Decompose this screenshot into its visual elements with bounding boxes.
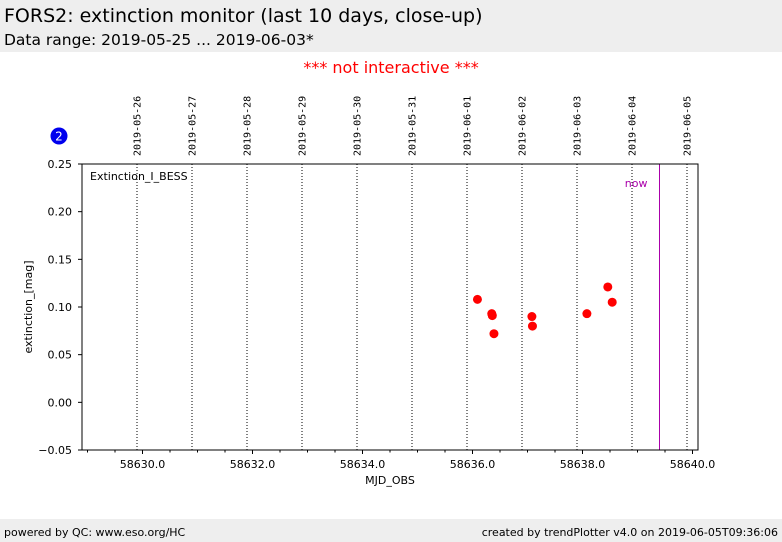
date-label: 2019-05-30 xyxy=(353,96,364,156)
date-label: 2019-05-27 xyxy=(188,96,199,156)
date-label: 2019-05-26 xyxy=(133,96,144,156)
y-axis-label: extinction_[mag] xyxy=(22,260,35,353)
y-tick-label: 0.10 xyxy=(48,301,73,314)
data-point xyxy=(582,309,592,319)
x-axis-label: MJD_OBS xyxy=(365,474,415,487)
data-range-subtitle: Data range: 2019-05-25 ... 2019-06-03* xyxy=(4,31,314,49)
plot-frame xyxy=(81,163,699,451)
date-label: 2019-06-05 xyxy=(683,96,694,156)
x-tick-label: 58630.0 xyxy=(120,458,166,471)
page-title: FORS2: extinction monitor (last 10 days,… xyxy=(4,5,483,27)
y-tick-label: 0.25 xyxy=(48,158,73,171)
data-point xyxy=(527,321,537,331)
y-tick-label: 0.20 xyxy=(48,206,73,219)
now-label: now xyxy=(625,177,648,190)
x-tick-label: 58632.0 xyxy=(230,458,276,471)
not-interactive-notice: *** not interactive *** xyxy=(303,58,479,77)
date-label: 2019-05-28 xyxy=(243,96,254,156)
date-label: 2019-06-01 xyxy=(463,96,474,156)
info-badge-number: 2 xyxy=(55,130,63,144)
y-tick-label: −0.05 xyxy=(38,444,72,457)
footer-credit: powered by QC: www.eso.org/HC xyxy=(4,526,186,539)
date-lines-layer xyxy=(136,164,688,450)
data-point xyxy=(527,312,537,322)
y-tick-label: 0.05 xyxy=(48,349,73,362)
data-point xyxy=(487,309,497,319)
date-label: 2019-06-04 xyxy=(628,96,639,156)
x-tick-label: 58640.0 xyxy=(670,458,716,471)
panel-label: Extinction_I_BESS xyxy=(90,170,188,183)
x-tick-label: 58638.0 xyxy=(560,458,606,471)
y-axis: −0.05 0.00 0.05 0.10 0.15 0.20 0.25 xyxy=(38,158,82,457)
data-point xyxy=(487,311,497,321)
data-point xyxy=(472,294,482,304)
footer-created-by: created by trendPlotter v4.0 on 2019-06-… xyxy=(481,526,778,539)
date-label: 2019-05-29 xyxy=(298,96,309,156)
date-label: 2019-06-03 xyxy=(573,96,584,156)
info-badge: 2 xyxy=(50,127,68,145)
data-point xyxy=(603,282,613,292)
data-points xyxy=(472,282,617,339)
data-point xyxy=(489,329,499,339)
x-axis: 58630.0 58632.0 58634.0 58636.0 58638.0 58640… xyxy=(87,450,716,471)
x-tick-label: 58634.0 xyxy=(340,458,386,471)
y-tick-label: 0.00 xyxy=(48,396,73,409)
header-bar: FORS2: extinction monitor (last 10 days,… xyxy=(0,0,782,52)
date-labels-layer: 2019-05-26 2019-05-27 2019-05-28 2019-05-29… xyxy=(133,96,694,156)
data-point xyxy=(607,297,617,307)
y-tick-label: 0.15 xyxy=(48,253,73,266)
footer-bar: powered by QC: www.eso.org/HC created by… xyxy=(0,519,782,542)
x-tick-label: 58636.0 xyxy=(450,458,496,471)
date-label: 2019-05-31 xyxy=(408,96,419,156)
date-label: 2019-06-02 xyxy=(518,96,529,156)
info-badge-icon xyxy=(50,127,68,145)
